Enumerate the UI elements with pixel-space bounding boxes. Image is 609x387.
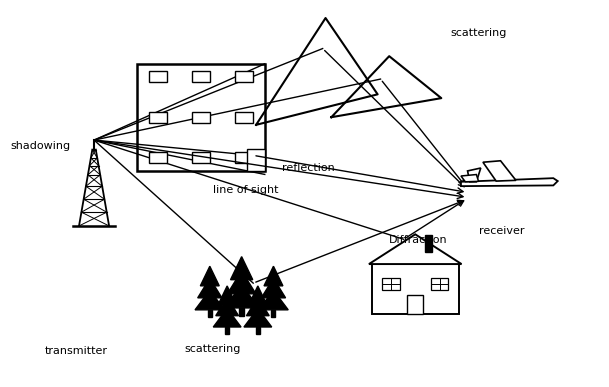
Bar [192, 112, 210, 123]
Polygon shape [425, 235, 432, 252]
Bar [192, 152, 210, 163]
Bar [247, 149, 265, 171]
Bar [236, 152, 253, 163]
Bar [149, 152, 167, 163]
Text: Diffraction: Diffraction [389, 235, 448, 245]
Polygon shape [216, 297, 239, 316]
Polygon shape [195, 290, 225, 310]
Text: receiver: receiver [479, 226, 525, 236]
Polygon shape [259, 290, 288, 310]
Polygon shape [256, 327, 259, 334]
Polygon shape [249, 286, 267, 305]
Bar [382, 278, 400, 289]
Polygon shape [461, 175, 479, 182]
Text: shadowing: shadowing [11, 141, 71, 151]
Bar [431, 278, 448, 289]
Polygon shape [461, 178, 558, 186]
Polygon shape [208, 310, 212, 317]
Text: line of sight: line of sight [213, 185, 278, 195]
Bar [149, 71, 167, 82]
Bar [236, 112, 253, 123]
Bar [407, 295, 423, 313]
Bar [236, 71, 253, 82]
Polygon shape [483, 161, 516, 181]
Polygon shape [231, 257, 253, 280]
Polygon shape [244, 308, 272, 327]
Polygon shape [239, 308, 244, 316]
Polygon shape [264, 266, 283, 286]
Bar [192, 71, 210, 82]
Polygon shape [198, 278, 222, 298]
Bar [138, 64, 265, 171]
Text: scattering: scattering [185, 344, 241, 354]
Text: scattering: scattering [450, 27, 506, 38]
Polygon shape [225, 327, 229, 334]
Polygon shape [224, 285, 259, 308]
Polygon shape [468, 168, 481, 182]
Polygon shape [227, 271, 256, 294]
Bar [372, 264, 459, 313]
Polygon shape [369, 234, 462, 264]
Bar [149, 112, 167, 123]
Polygon shape [213, 308, 241, 327]
Polygon shape [272, 310, 275, 317]
Polygon shape [218, 286, 236, 305]
Polygon shape [247, 297, 269, 316]
Polygon shape [261, 278, 286, 298]
Text: transmitter: transmitter [45, 346, 108, 356]
Text: reflection: reflection [282, 163, 335, 173]
Polygon shape [200, 266, 219, 286]
